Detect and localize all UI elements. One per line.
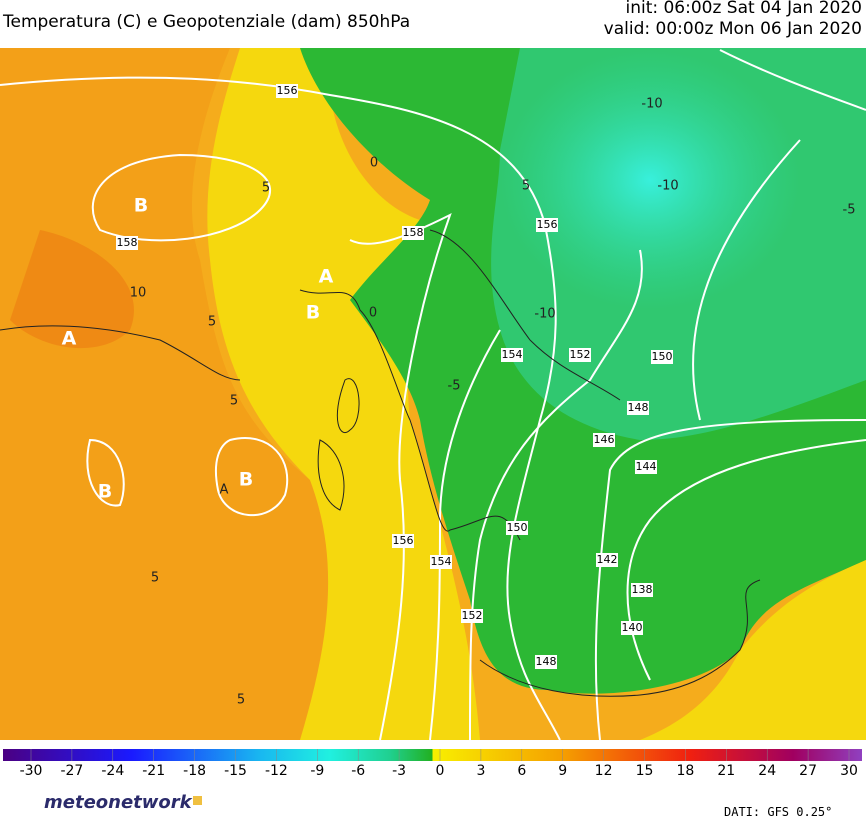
pressure-center: A [62,328,77,350]
title: Temperatura (C) e Geopotenziale (dam) 85… [2,12,410,32]
temperature-label: 5 [151,571,159,586]
temperature-label: 5 [522,179,530,194]
colorbar-label: -18 [183,763,206,779]
valid-time: valid: 00:00z Mon 06 Jan 2020 [604,19,862,39]
temperature-label: -5 [843,203,856,218]
height-label: 152 [570,348,591,361]
height-label: 140 [622,621,643,634]
colorbar-label: -3 [392,763,406,779]
temperature-label: 0 [370,156,378,171]
temperature-label: A [220,483,229,498]
colorbar-label: 27 [799,763,817,779]
colorbar-label: 24 [758,763,776,779]
logo-mark [193,796,202,805]
colorbar-label: -21 [142,763,165,779]
colorbar-label: 18 [676,763,694,779]
pressure-center: B [306,302,320,324]
colorbar-label: 6 [517,763,526,779]
height-label: 158 [117,236,138,249]
height-label: 158 [403,226,424,239]
temperature-label: 5 [237,693,245,708]
map: 156 158 158 156 154 152 150 148 146 144 150 142 138 1… [0,48,866,741]
temperature-label: 5 [230,394,238,409]
height-label-box [392,534,414,548]
height-label-box [621,621,643,635]
colorbar-label: -12 [265,763,288,779]
height-label: 148 [628,401,649,414]
height-label-box [536,218,558,232]
colorbar-label: 9 [558,763,567,779]
temperature-label: 5 [262,181,270,196]
height-label-box [402,226,424,240]
pressure-center: A [319,266,334,288]
colorbar [3,749,862,761]
height-label-box [631,583,653,597]
height-label: 156 [277,84,298,97]
map-labels: 156 158 158 156 154 152 150 148 146 144 150 142 138 1… [62,84,856,708]
height-label: 142 [597,553,618,566]
height-label: 154 [431,555,452,568]
colorbar-label: -24 [101,763,124,779]
temperature-label: 10 [130,286,147,301]
colorbar-label: 0 [436,763,445,779]
pressure-center: B [134,195,148,217]
height-label: 150 [507,521,528,534]
height-label-box [651,350,673,364]
temperature-label: 0 [369,306,377,321]
height-label: 138 [632,583,653,596]
height-label-box [276,84,298,98]
colorbar-label: 15 [636,763,654,779]
temperature-label: -5 [448,379,461,394]
logo: meteonetwork [44,792,193,813]
height-label-box [430,555,452,569]
temperature-label: -10 [657,179,678,194]
colorbar-label: -6 [351,763,365,779]
colorbar-label: 21 [717,763,735,779]
pressure-center: B [98,481,112,503]
init-time: init: 06:00z Sat 04 Jan 2020 [625,0,862,18]
height-label: 156 [537,218,558,231]
height-label-box [593,433,615,447]
colorbar-label: -27 [60,763,83,779]
temperature-label: 5 [208,315,216,330]
height-label-box [501,348,523,362]
colorbar-label: 30 [840,763,858,779]
height-label-box [461,609,483,623]
height-label: 154 [502,348,523,361]
height-label: 146 [594,433,615,446]
height-label-box [635,460,657,474]
colorbar-ticks: -30 -27 -24 -21 -18 -15 -12 -9 -6 -3 0 3 6 9 12 15 18 21 2… [20,749,858,779]
pressure-center: B [239,469,253,491]
height-label: 150 [652,350,673,363]
temperature-label: -10 [534,307,555,322]
height-label-box [506,521,528,535]
height-label-box [116,236,138,250]
colorbar-label: -9 [310,763,324,779]
height-label-box [569,348,591,362]
temperature-label: -10 [641,97,662,112]
height-label: 144 [636,460,657,473]
data-source: DATI: GFS 0.25° [724,805,832,819]
height-label: 156 [393,534,414,547]
height-label-box [596,553,618,567]
colorbar-label: -30 [20,763,43,779]
height-label: 148 [536,655,557,668]
height-label-box [535,655,557,669]
height-label-box [627,401,649,415]
height-label: 152 [462,609,483,622]
colorbar-label: -15 [224,763,247,779]
colorbar-label: 12 [595,763,613,779]
colorbar-label: 3 [476,763,485,779]
